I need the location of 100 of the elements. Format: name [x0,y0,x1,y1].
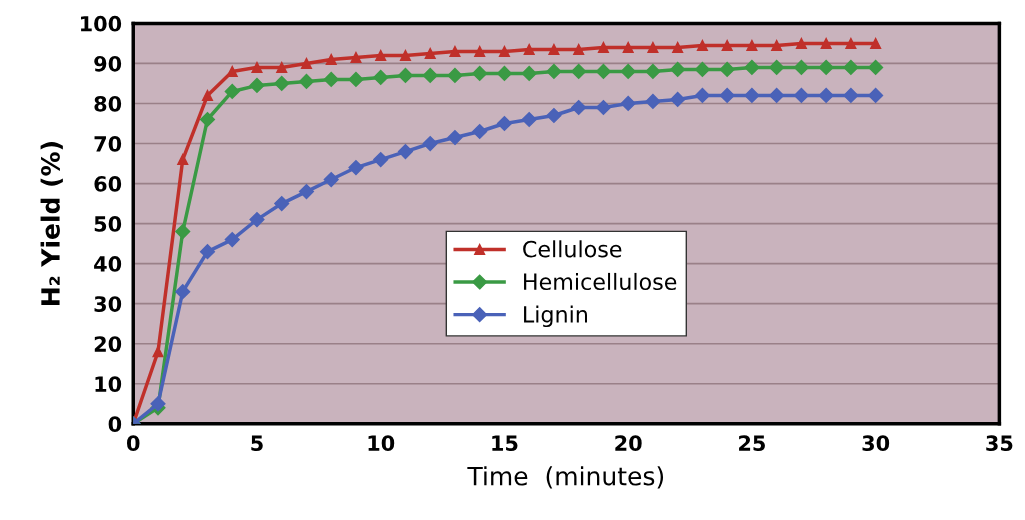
y-tick-label: 60 [94,176,122,192]
point [843,87,859,104]
y-tick-label: 20 [94,336,122,352]
point [474,45,486,57]
point [323,171,339,188]
point [496,115,513,132]
point [224,83,240,100]
point [573,43,585,55]
point [447,129,463,146]
point [274,196,290,212]
point [870,37,882,49]
point [249,212,265,228]
point [199,244,216,260]
y-tick-label: 40 [94,256,122,272]
x-tick-label: 25 [739,435,765,452]
point [276,61,288,74]
point [694,87,710,104]
point [719,87,735,104]
x-axis-title: Time (minutes) [467,466,664,489]
point [721,39,733,51]
point [670,61,686,78]
point [199,111,216,128]
point [546,107,562,124]
point [571,63,587,80]
point [472,123,488,140]
point [571,99,587,116]
point [523,43,535,55]
point [298,183,315,200]
point [719,61,735,78]
y-axis-title: H₂ Yield (%) [40,142,63,305]
y-tick-label: 70 [94,135,122,152]
point [843,59,859,76]
point [298,73,315,90]
point [818,87,834,104]
y-tick-label: 90 [94,55,122,72]
point [350,51,362,63]
point [795,37,807,49]
point [325,53,337,65]
point [845,37,857,49]
point [746,39,758,51]
point [424,47,436,59]
point [645,93,661,110]
point [397,143,414,160]
point [645,63,661,80]
y-tick-label: 0 [108,416,122,433]
point [820,37,832,49]
point [769,59,785,76]
point [175,284,191,300]
point [175,224,191,240]
point [548,43,560,55]
y-tick-label: 50 [94,216,122,232]
point [696,39,708,51]
point [150,396,166,412]
point [472,65,488,82]
y-tick-label: 30 [94,296,122,312]
point [521,111,537,128]
point [498,45,511,57]
point [177,153,189,166]
point [744,59,760,76]
point [622,41,634,53]
point [224,232,240,248]
point [595,63,612,80]
x-tick-label: 15 [492,435,518,452]
x-tick-label: 10 [368,435,395,452]
point [251,61,263,74]
point [595,99,612,116]
point [672,41,684,53]
point [422,67,438,84]
point [422,135,438,152]
point [647,41,659,53]
legend-label: Cellulose [523,240,622,258]
point [399,49,412,61]
x-tick-label: 35 [986,435,1013,452]
point [397,67,414,84]
point [771,39,783,51]
point [769,87,785,104]
point [348,159,364,176]
y-tick-label: 10 [95,376,122,392]
point [793,59,809,76]
point [226,65,238,78]
point [375,49,387,61]
point [620,95,636,112]
point [521,65,537,82]
point [249,77,265,94]
x-tick-label: 30 [862,435,890,452]
x-tick-label: 0 [127,435,140,452]
point [300,57,313,69]
legend-label: Hemicellulose [524,272,677,291]
point [496,65,513,82]
point [597,41,609,53]
point [546,63,562,80]
point [449,45,461,57]
point [868,59,884,76]
y-tick-label: 100 [81,15,122,32]
point [373,151,389,168]
point [694,61,710,78]
point [323,71,339,88]
point [373,69,389,86]
point [793,87,809,104]
x-tick-label: 5 [251,435,263,452]
